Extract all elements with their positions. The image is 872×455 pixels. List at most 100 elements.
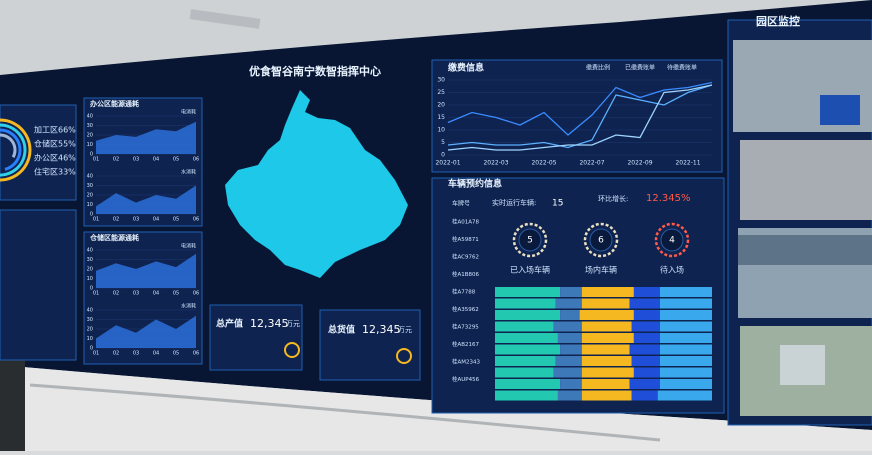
bar-segment bbox=[657, 390, 712, 401]
total-box bbox=[209, 304, 303, 371]
bar-segment bbox=[560, 344, 582, 355]
label: 仓储区 bbox=[34, 139, 58, 149]
bar-segment bbox=[659, 356, 712, 366]
bar-segment bbox=[557, 390, 582, 401]
x-tick-label: 01 bbox=[93, 217, 99, 223]
bar-segment bbox=[581, 333, 634, 343]
x-tick-label: 2022-07 bbox=[579, 160, 604, 167]
y-tick-label: 40 bbox=[87, 248, 93, 254]
area bbox=[96, 185, 196, 214]
bar-segment bbox=[495, 356, 556, 366]
bar-segment bbox=[633, 333, 660, 343]
plate: 桂A59871 bbox=[452, 235, 479, 243]
bar-segment bbox=[633, 287, 660, 297]
label: 环比增长: bbox=[598, 194, 628, 203]
panel-title: 车辆预约信息 bbox=[448, 178, 502, 190]
y-tick-label: 25 bbox=[437, 89, 445, 96]
floor-edge bbox=[29, 383, 661, 442]
label: 待入场 bbox=[660, 265, 684, 275]
panel-title: 仓储区能源通耗 bbox=[89, 233, 139, 242]
x-tick-label: 04 bbox=[153, 351, 159, 357]
x-tick-label: 06 bbox=[193, 351, 199, 357]
label: 12,345 bbox=[250, 317, 289, 330]
x-tick-label: 02 bbox=[113, 217, 119, 223]
bar-segment bbox=[495, 390, 558, 401]
map-region bbox=[225, 90, 408, 278]
label: 加工区 bbox=[34, 125, 58, 135]
bar-segment bbox=[495, 310, 561, 320]
label: 55% bbox=[58, 140, 76, 149]
y-tick-label: 20 bbox=[87, 327, 93, 333]
label: 总货值 bbox=[328, 324, 355, 336]
x-tick-label: 01 bbox=[93, 291, 99, 297]
zone-arc bbox=[0, 133, 17, 158]
zone-panel bbox=[0, 104, 77, 201]
camera-object bbox=[820, 95, 860, 125]
legend: 电消耗 bbox=[181, 243, 196, 250]
plate: 桂AUP456 bbox=[452, 375, 480, 383]
y-tick-label: 40 bbox=[87, 174, 93, 180]
y-tick-label: 10 bbox=[437, 127, 445, 134]
bar-segment bbox=[581, 298, 630, 309]
bar-segment bbox=[633, 367, 660, 378]
legend: 电消耗 bbox=[181, 109, 196, 116]
label: 15 bbox=[552, 199, 563, 209]
title: 优食智谷南宁数智指挥中心 bbox=[249, 64, 381, 78]
label: 46% bbox=[58, 154, 76, 163]
y-tick-label: 0 bbox=[90, 346, 93, 352]
camera-feed bbox=[740, 140, 872, 220]
legend: 已缴费账单 bbox=[625, 64, 655, 72]
label: 33% bbox=[58, 168, 76, 177]
panel-title: 办公区能源通耗 bbox=[90, 99, 139, 108]
bar-segment bbox=[581, 390, 632, 401]
label: 66% bbox=[58, 126, 76, 135]
bar-segment bbox=[495, 379, 561, 389]
label: 12,345 bbox=[362, 323, 401, 336]
legend: 水消耗 bbox=[181, 169, 196, 176]
y-tick-label: 10 bbox=[87, 336, 93, 342]
bar-segment bbox=[629, 298, 660, 309]
y-tick-label: 5 bbox=[441, 139, 445, 146]
x-tick-label: 2022-09 bbox=[627, 160, 652, 167]
plate: 桂A73295 bbox=[452, 323, 479, 331]
x-tick-label: 04 bbox=[153, 291, 159, 297]
gauge-core bbox=[660, 228, 684, 252]
label: 总产值 bbox=[216, 318, 243, 330]
light bbox=[189, 9, 261, 29]
label: 5 bbox=[527, 236, 533, 246]
bar-segment bbox=[495, 344, 561, 355]
x-tick-label: 2022-05 bbox=[531, 160, 556, 167]
bar-segment bbox=[495, 333, 558, 343]
bar-segment bbox=[555, 356, 582, 366]
label: 6 bbox=[598, 236, 604, 246]
label: 万元 bbox=[398, 326, 412, 334]
x-tick-label: 05 bbox=[173, 291, 179, 297]
left-chart-panel bbox=[0, 209, 77, 361]
plate: 桂A7788 bbox=[452, 288, 476, 296]
x-tick-label: 06 bbox=[193, 291, 199, 297]
zone-arc bbox=[0, 128, 22, 171]
x-tick-label: 03 bbox=[133, 351, 139, 357]
x-tick-label: 04 bbox=[153, 157, 159, 163]
x-tick-label: 02 bbox=[113, 291, 119, 297]
bar-segment bbox=[557, 333, 582, 343]
x-tick-label: 2022-11 bbox=[675, 160, 700, 167]
y-tick-label: 0 bbox=[90, 286, 93, 292]
bar-segment bbox=[659, 321, 712, 332]
ring bbox=[284, 342, 300, 358]
bar-segment bbox=[659, 367, 712, 378]
zone-arc bbox=[0, 123, 27, 177]
bar-segment bbox=[560, 310, 580, 320]
bar-segment bbox=[560, 379, 582, 389]
y-tick-label: 30 bbox=[87, 123, 93, 129]
gauge-core bbox=[518, 228, 542, 252]
x-tick-label: 05 bbox=[173, 217, 179, 223]
gauge-ring bbox=[512, 222, 548, 258]
y-tick-label: 30 bbox=[87, 257, 93, 263]
plate: 桂AM2343 bbox=[452, 358, 481, 366]
bar-segment bbox=[633, 310, 660, 320]
bar-segment bbox=[560, 287, 582, 297]
plate: 桂A01A78 bbox=[452, 218, 480, 226]
y-tick-label: 15 bbox=[437, 114, 445, 121]
